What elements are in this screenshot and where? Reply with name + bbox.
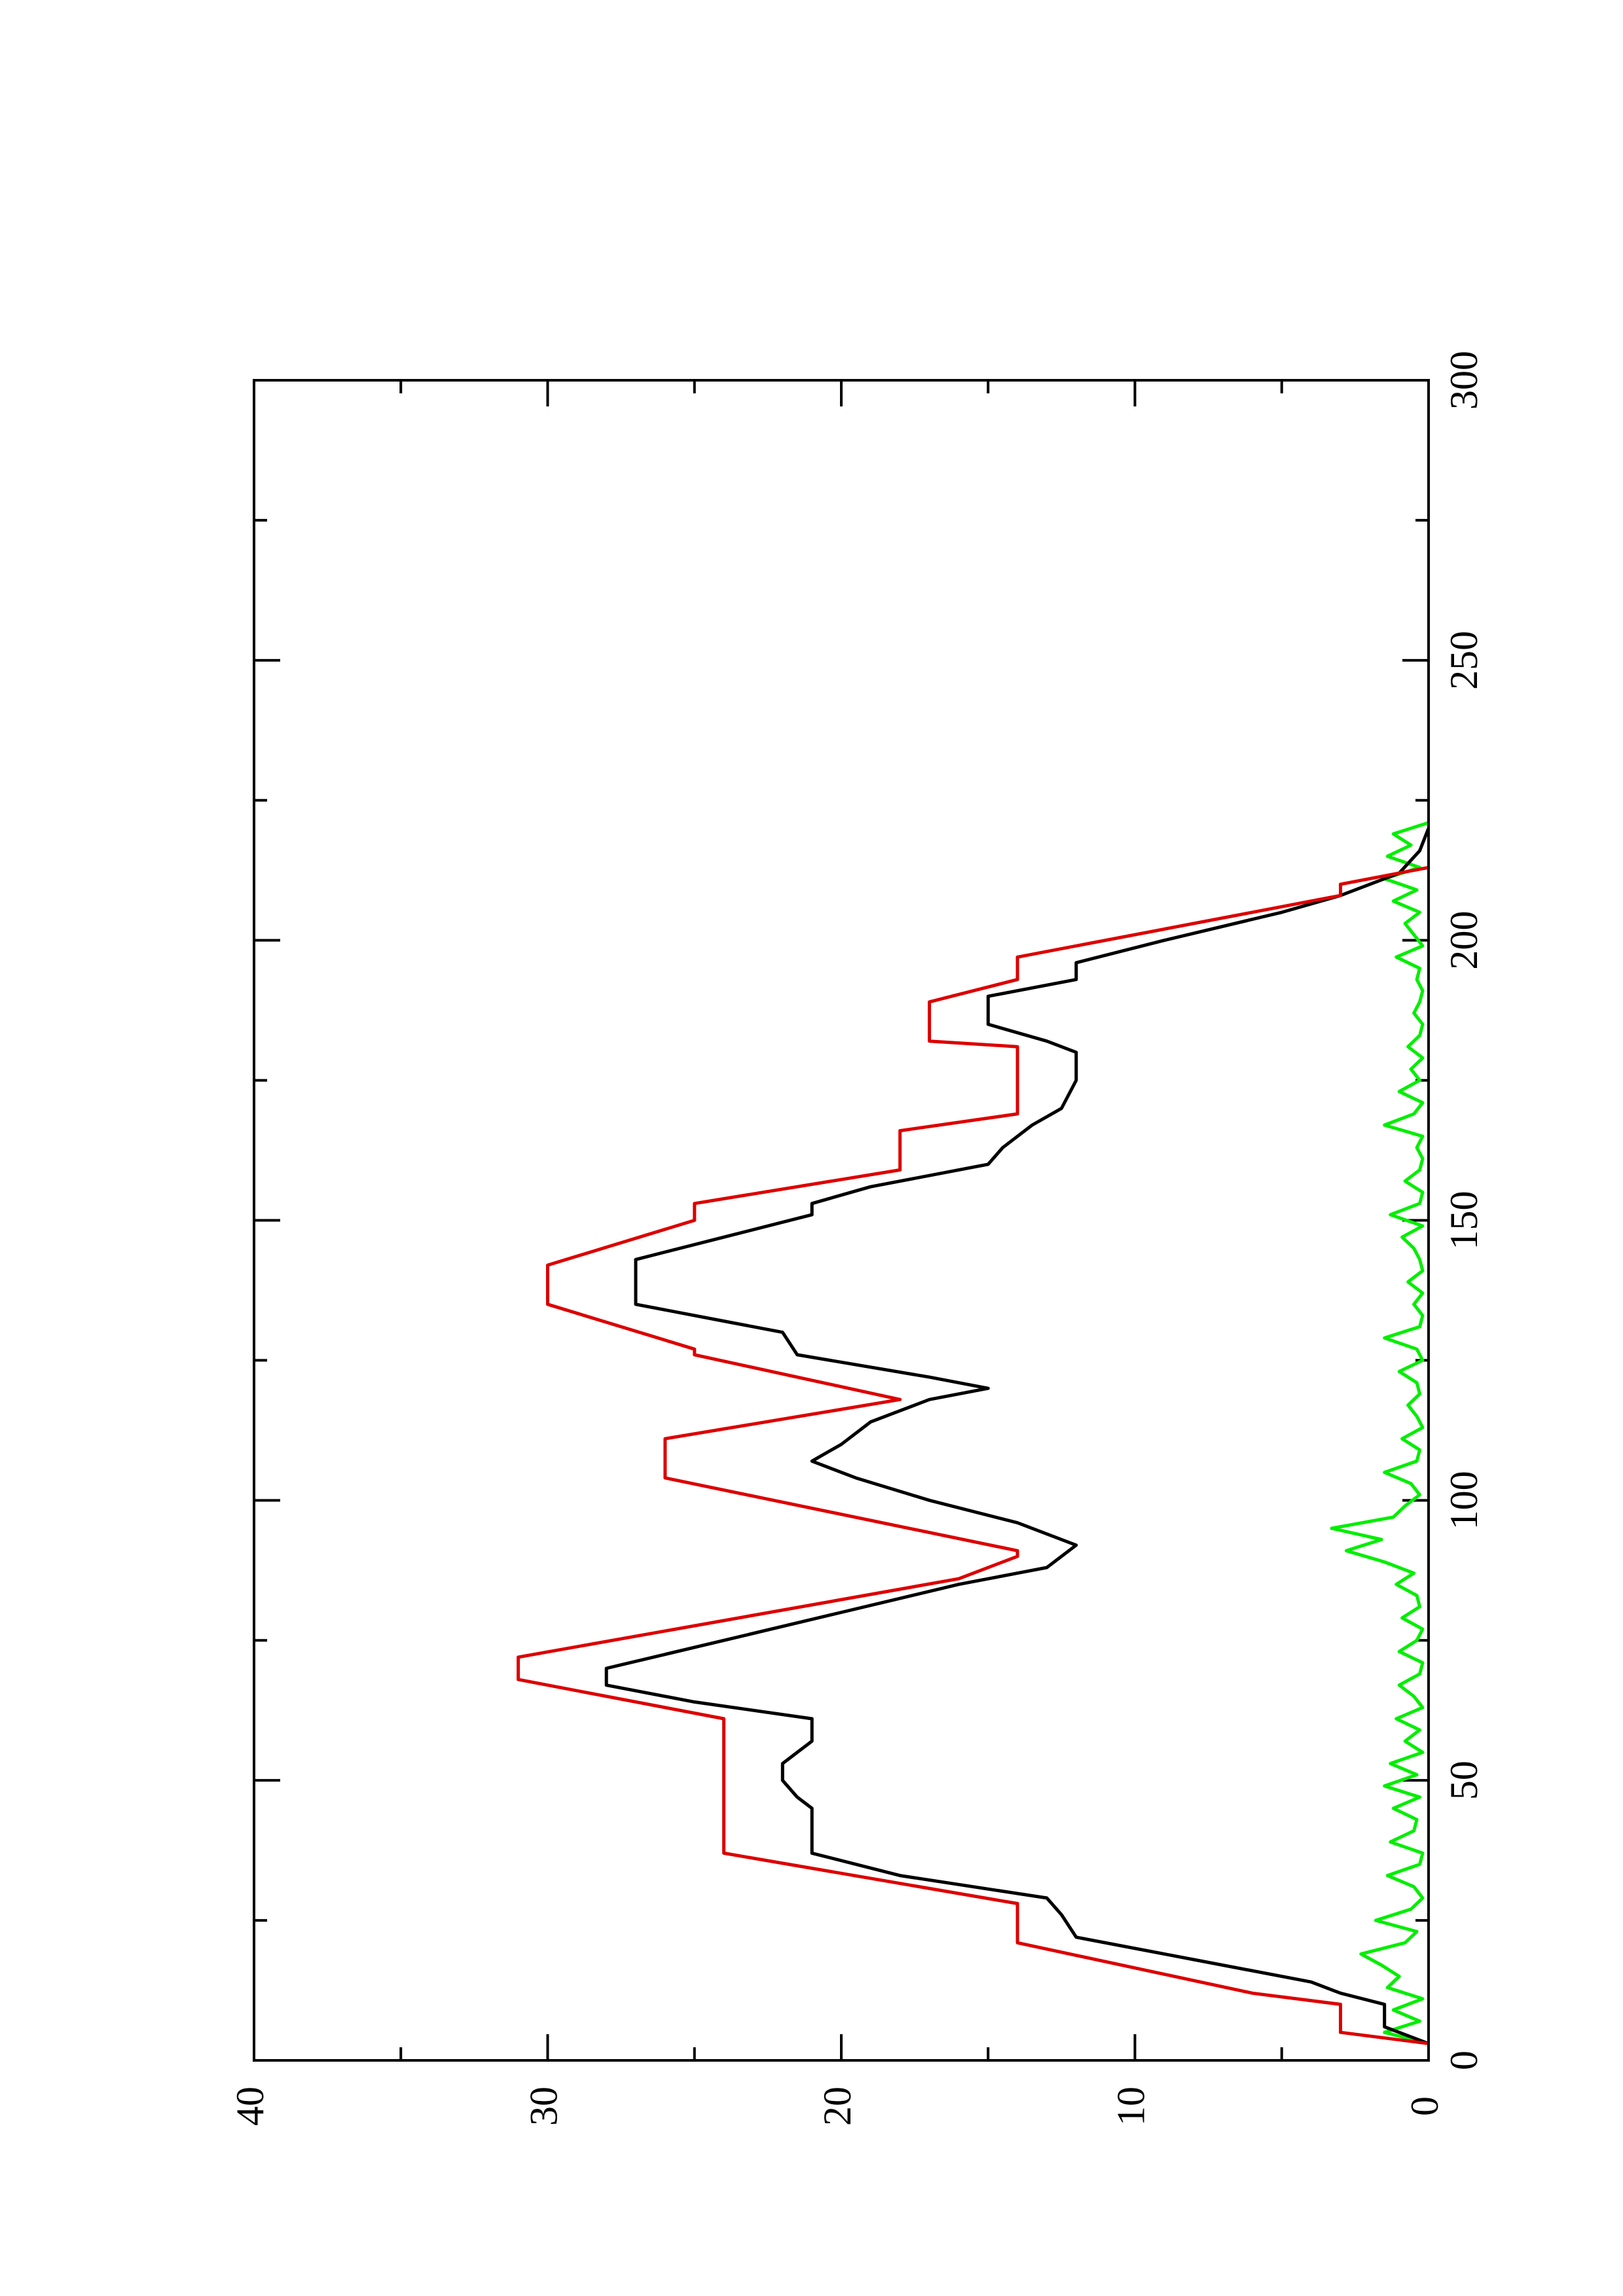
- y-tick-label: 30: [522, 2087, 565, 2126]
- x-tick-label: 0: [1442, 2051, 1486, 2070]
- series-line: [604, 827, 1431, 2045]
- y-tick-label: 40: [228, 2087, 272, 2126]
- x-tick-label: 50: [1442, 1761, 1486, 1800]
- x-tick-label: 300: [1442, 351, 1486, 410]
- x-tick-label: 250: [1442, 631, 1486, 690]
- series-line: [517, 865, 1429, 2045]
- y-tick-label: 10: [1109, 2087, 1152, 2126]
- plot-frame: [253, 379, 1430, 2062]
- y-tick-label: 20: [816, 2087, 859, 2126]
- x-tick-label: 150: [1442, 1191, 1486, 1250]
- series-line: [1330, 821, 1429, 2045]
- y-tick-label: 0: [1403, 2096, 1446, 2116]
- x-tick-label: 200: [1442, 911, 1486, 970]
- x-tick-label: 100: [1442, 1471, 1486, 1530]
